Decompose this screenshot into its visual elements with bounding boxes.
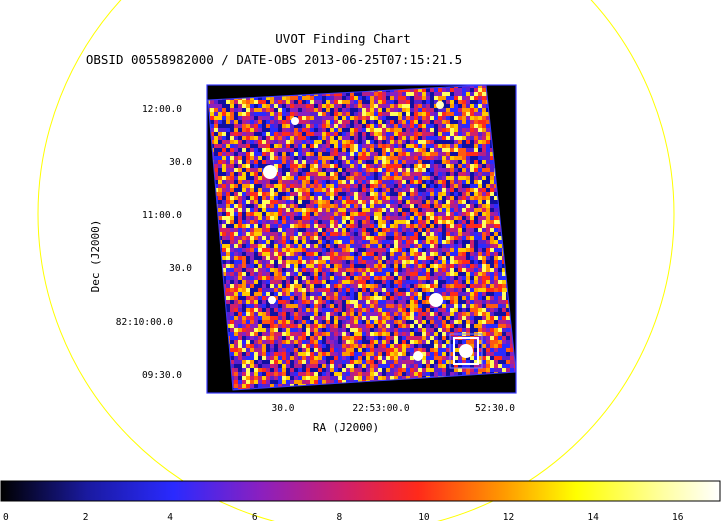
colorbar-tick-label: 12 (503, 512, 514, 521)
star-source (436, 101, 444, 109)
image-panel (206, 84, 517, 394)
y-axis: 12:00.0 30.0 11:00.0 30.0 82:10:00.0 09:… (89, 104, 192, 381)
colorbar-tick-label: 2 (83, 512, 89, 521)
x-tick-label: 30.0 (272, 403, 295, 414)
image-frame (206, 84, 517, 394)
colorbar-gradient (0, 480, 721, 502)
colorbar-ticks: 0 2 4 6 8 10 12 14 16 (3, 512, 684, 521)
colorbar-tick-label: 16 (672, 512, 684, 521)
star-source (429, 293, 443, 307)
target-box-inner (449, 333, 483, 369)
x-axis: 30.0 22:53:00.0 52:30.0 RA (J2000) (272, 403, 516, 434)
star-source (413, 351, 423, 361)
star-source (268, 296, 276, 304)
y-tick-label: 30.0 (169, 263, 192, 274)
colorbar-tick-label: 10 (418, 512, 430, 521)
chart-title: UVOT Finding Chart (275, 31, 410, 46)
colorbar-tick-label: 14 (587, 512, 599, 521)
chart-subtitle: OBSID 00558982000 / DATE-OBS 2013-06-25T… (86, 52, 462, 67)
y-axis-label: Dec (J2000) (89, 220, 102, 293)
star-source (459, 344, 473, 358)
region-circle (37, 0, 675, 521)
x-tick-label: 22:53:00.0 (352, 403, 409, 414)
y-tick-label: 82:10:00.0 (116, 317, 173, 328)
star-source (263, 165, 277, 179)
y-tick-label: 09:30.0 (142, 370, 182, 381)
x-axis-label: RA (J2000) (313, 421, 379, 434)
colorbar-tick-label: 6 (252, 512, 258, 521)
sky-image (208, 85, 516, 390)
colorbar-tick-label: 8 (336, 512, 342, 521)
target-box (453, 337, 479, 365)
star-source (291, 117, 299, 125)
colorbar: 0 2 4 6 8 10 12 14 16 (0, 480, 721, 521)
colorbar-tick-label: 0 (3, 512, 9, 521)
y-tick-label: 12:00.0 (142, 104, 182, 115)
y-tick-label: 30.0 (169, 157, 192, 168)
x-tick-label: 52:30.0 (475, 403, 515, 414)
colorbar-tick-label: 4 (167, 512, 173, 521)
y-tick-label: 11:00.0 (142, 210, 182, 221)
